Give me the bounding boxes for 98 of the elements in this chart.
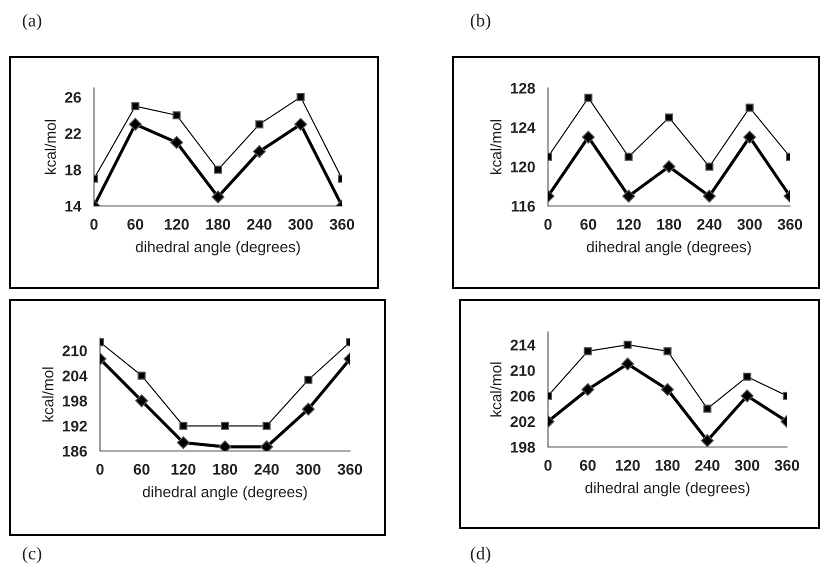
- x-tick-label: 60: [127, 218, 144, 230]
- point: [260, 440, 274, 451]
- y-tick-label: 214: [510, 340, 536, 350]
- y-tick-label: 120: [510, 162, 535, 172]
- point: [170, 136, 184, 149]
- point: [584, 94, 592, 102]
- point: [663, 347, 672, 356]
- point: [624, 152, 633, 161]
- x-tick-label: 0: [96, 464, 104, 475]
- y-tick-label: 26: [65, 92, 81, 103]
- text: (b): [470, 14, 490, 30]
- point: [176, 436, 190, 450]
- point: [135, 394, 148, 408]
- point: [172, 111, 181, 120]
- point: [664, 113, 674, 122]
- x-tick-label: 240: [697, 218, 722, 230]
- x-tick-label: 300: [296, 464, 320, 475]
- y-tick-label: 206: [510, 390, 535, 402]
- point: [662, 160, 676, 174]
- y-axis-title: kcal/mol: [42, 368, 54, 422]
- point: [703, 404, 712, 413]
- point: [622, 190, 636, 203]
- x-tick-label: 120: [616, 460, 640, 471]
- y-tick-label: 22: [65, 128, 81, 139]
- x-tick-label: 0: [90, 218, 98, 230]
- x-tick-label: 120: [164, 218, 189, 230]
- x-tick-label: 120: [616, 218, 641, 230]
- y-tick-label: 198: [510, 442, 536, 453]
- point: [131, 102, 140, 110]
- x-tick-label: 240: [254, 464, 279, 475]
- y-tick-label: 14: [65, 201, 82, 212]
- x-tick-label: 60: [134, 464, 150, 475]
- point: [296, 93, 305, 102]
- x-tick-label: 300: [288, 218, 313, 230]
- x-tick-label: 300: [734, 460, 760, 471]
- x-tick-label: 180: [206, 218, 230, 230]
- x-tick-label: 0: [544, 460, 552, 471]
- point: [621, 357, 634, 370]
- x-tick-label: 0: [544, 218, 552, 230]
- y-tick-label: 202: [510, 416, 535, 428]
- x-tick-label: 120: [172, 464, 196, 475]
- point: [138, 372, 146, 380]
- x-axis-title: dihedral angle (degrees): [136, 241, 300, 256]
- y-tick-label: 192: [62, 420, 87, 432]
- x-tick-label: 360: [330, 218, 354, 230]
- point: [746, 104, 754, 112]
- y-axis-title: kcal/mol: [490, 362, 502, 416]
- x-axis-title: dihedral angle (degrees): [586, 241, 751, 256]
- y-axis-title: kcal/mol: [44, 120, 56, 174]
- y-tick-label: 124: [510, 122, 536, 133]
- x-tick-label: 240: [695, 460, 720, 471]
- text: (d): [470, 546, 490, 564]
- point: [302, 402, 315, 416]
- point: [179, 422, 188, 430]
- point: [661, 383, 674, 396]
- x-tick-label: 240: [247, 218, 272, 230]
- point: [700, 434, 714, 447]
- x-tick-label: 360: [778, 218, 802, 230]
- x-axis-title: dihedral angle (degrees): [585, 482, 750, 496]
- y-axis-title: kcal/mol: [490, 120, 502, 174]
- y-tick-label: 204: [62, 370, 88, 382]
- point: [582, 130, 595, 144]
- y-tick-label: 18: [65, 164, 82, 176]
- point: [214, 166, 222, 174]
- y-tick-label: 198: [62, 396, 88, 406]
- x-tick-label: 180: [213, 464, 238, 475]
- point: [705, 162, 714, 171]
- point: [220, 422, 230, 430]
- point: [294, 118, 308, 131]
- y-tick-label: 128: [510, 82, 536, 94]
- text: (a): [22, 14, 42, 30]
- point: [262, 422, 271, 430]
- x-tick-label: 360: [338, 464, 362, 475]
- point: [740, 389, 754, 402]
- y-tick-label: 210: [510, 365, 535, 376]
- point: [743, 372, 752, 381]
- point: [304, 376, 312, 384]
- point: [581, 383, 594, 396]
- point: [218, 440, 232, 451]
- point: [212, 190, 224, 204]
- point: [255, 120, 264, 128]
- x-tick-label: 360: [774, 460, 800, 471]
- x-axis-title: dihedral angle (degrees): [142, 486, 307, 500]
- point: [128, 118, 142, 131]
- x-tick-label: 60: [580, 218, 596, 230]
- x-tick-label: 300: [737, 218, 762, 230]
- point: [702, 190, 716, 203]
- point: [743, 130, 756, 144]
- x-tick-label: 180: [657, 218, 682, 230]
- x-tick-label: 180: [656, 460, 680, 471]
- y-tick-label: 116: [512, 200, 535, 212]
- y-tick-label: 210: [62, 345, 87, 356]
- point: [624, 340, 632, 349]
- point: [584, 347, 592, 356]
- y-tick-label: 186: [62, 446, 87, 457]
- text: (c): [22, 546, 42, 564]
- point: [252, 145, 266, 158]
- x-tick-label: 60: [580, 460, 596, 471]
